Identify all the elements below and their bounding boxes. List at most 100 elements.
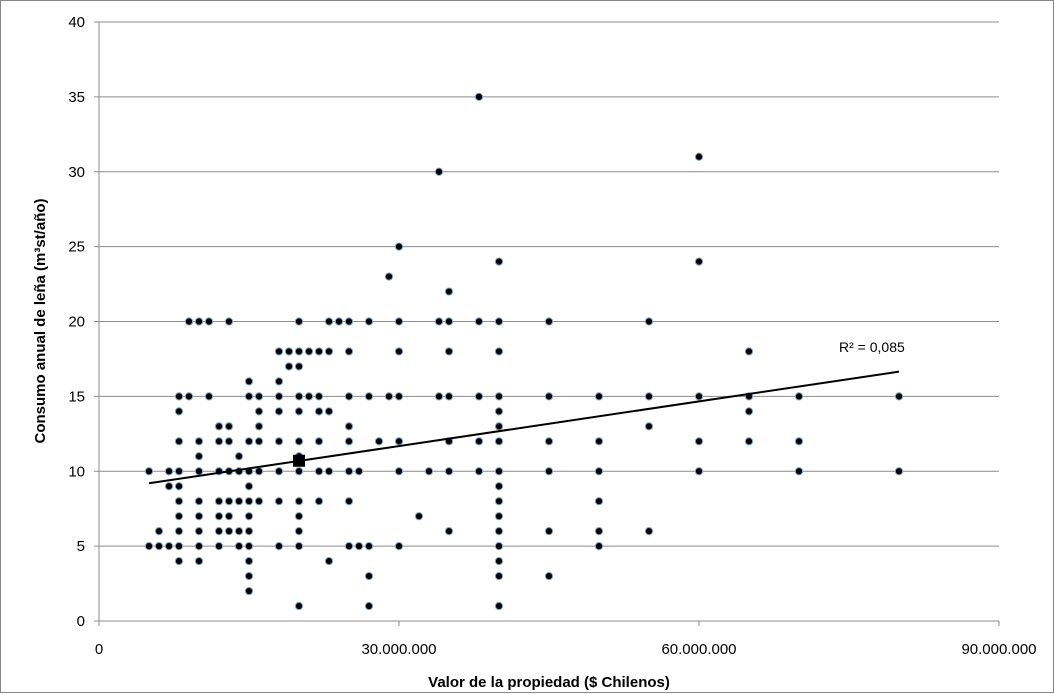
data-point <box>364 542 374 551</box>
data-point <box>384 392 394 401</box>
data-point <box>434 167 444 176</box>
data-point <box>744 407 754 416</box>
data-point <box>244 392 254 401</box>
data-point <box>414 512 424 521</box>
data-point <box>274 392 284 401</box>
x-tick-label: 0 <box>95 641 103 658</box>
data-point <box>194 497 204 506</box>
data-point <box>194 317 204 326</box>
data-point <box>494 512 504 521</box>
data-point <box>254 497 264 506</box>
data-point <box>324 347 334 356</box>
data-point <box>194 542 204 551</box>
data-point <box>644 317 654 326</box>
data-point <box>244 437 254 446</box>
data-point <box>174 512 184 521</box>
data-point <box>344 467 354 476</box>
data-point <box>174 467 184 476</box>
y-tick-label: 0 <box>77 613 85 630</box>
data-point <box>344 542 354 551</box>
data-point <box>244 512 254 521</box>
mean-point-marker <box>293 454 305 467</box>
x-tick-label: 90.000.000 <box>961 641 1036 658</box>
data-point <box>204 392 214 401</box>
data-point <box>474 437 484 446</box>
data-point <box>474 317 484 326</box>
data-point <box>294 362 304 371</box>
data-point <box>494 467 504 476</box>
data-point <box>174 392 184 401</box>
data-point <box>324 407 334 416</box>
data-point <box>394 542 404 551</box>
y-tick-label: 40 <box>68 14 85 31</box>
trendline-group <box>148 370 900 485</box>
data-point <box>294 437 304 446</box>
data-point <box>274 467 284 476</box>
r2-label: R² = 0,085 <box>839 339 905 355</box>
data-point <box>794 392 804 401</box>
data-point <box>194 512 204 521</box>
data-point <box>274 347 284 356</box>
data-point <box>894 392 904 401</box>
data-point <box>394 317 404 326</box>
data-point <box>334 317 344 326</box>
data-point <box>594 542 604 551</box>
data-point <box>434 317 444 326</box>
data-point <box>294 542 304 551</box>
data-point <box>374 437 384 446</box>
data-point <box>224 497 234 506</box>
data-point <box>294 467 304 476</box>
y-tick-label: 20 <box>68 314 85 331</box>
y-tick-label: 10 <box>68 463 85 480</box>
data-point <box>284 347 294 356</box>
data-point <box>214 542 224 551</box>
data-point <box>544 527 554 536</box>
data-point <box>294 347 304 356</box>
data-point <box>364 571 374 581</box>
data-point <box>344 317 354 326</box>
data-point <box>894 467 904 476</box>
data-point <box>214 497 224 506</box>
data-point <box>314 467 324 476</box>
data-point <box>494 571 504 581</box>
data-point <box>344 437 354 446</box>
data-point <box>394 467 404 476</box>
data-point <box>494 257 504 266</box>
data-point <box>214 527 224 536</box>
data-point <box>594 527 604 536</box>
data-point <box>244 557 254 566</box>
data-point <box>294 601 304 611</box>
data-point <box>194 527 204 536</box>
data-points <box>144 92 904 611</box>
data-point <box>494 422 504 431</box>
data-point <box>474 467 484 476</box>
data-point <box>224 527 234 536</box>
data-point <box>274 437 284 446</box>
data-point <box>494 527 504 536</box>
data-point <box>444 287 454 296</box>
data-point <box>214 422 224 431</box>
data-point <box>344 422 354 431</box>
data-point <box>314 437 324 446</box>
x-tick-label: 60.000.000 <box>661 641 736 658</box>
data-point <box>544 571 554 581</box>
data-point <box>244 571 254 581</box>
data-point <box>694 392 704 401</box>
data-point <box>194 437 204 446</box>
y-tick-label: 5 <box>77 538 85 555</box>
data-point <box>224 437 234 446</box>
data-point <box>544 467 554 476</box>
data-point <box>794 467 804 476</box>
data-point <box>444 527 454 536</box>
data-point <box>544 317 554 326</box>
data-point <box>544 437 554 446</box>
y-tick-label: 35 <box>68 89 85 106</box>
data-point <box>234 497 244 506</box>
data-point <box>244 377 254 386</box>
trendline <box>148 370 900 485</box>
data-point <box>184 392 194 401</box>
data-point <box>444 347 454 356</box>
data-point <box>254 422 264 431</box>
data-point <box>474 92 484 101</box>
data-point <box>494 407 504 416</box>
